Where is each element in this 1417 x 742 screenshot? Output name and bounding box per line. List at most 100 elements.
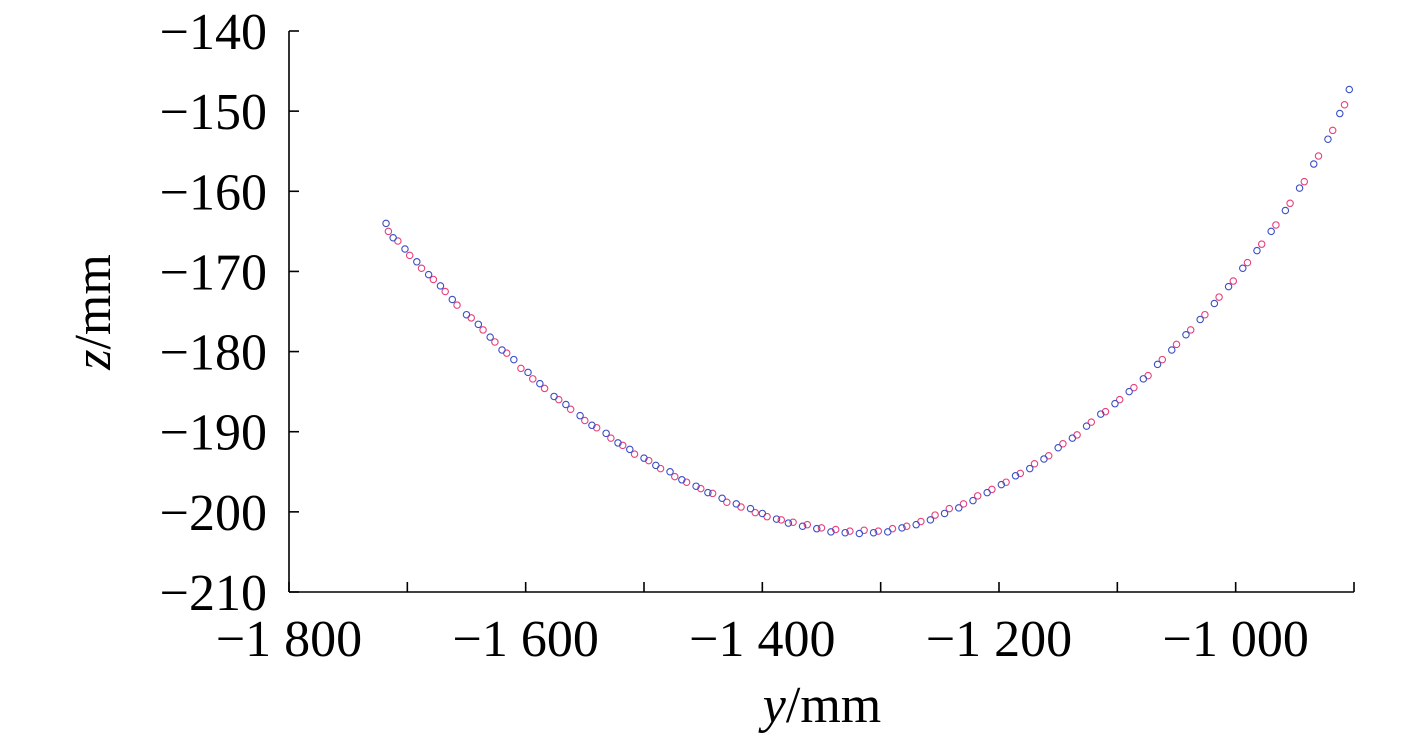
data-point [498, 346, 506, 354]
data-point [1172, 340, 1181, 349]
data-point [666, 468, 674, 476]
data-point [678, 476, 686, 484]
data-point [1336, 109, 1344, 118]
y-tick-label: −170 [160, 244, 267, 301]
data-point [640, 454, 648, 462]
data-point [803, 520, 812, 529]
data-point [652, 461, 660, 470]
y-tick-label: −150 [160, 84, 267, 141]
data-point [1097, 410, 1105, 418]
data-point [1087, 418, 1096, 426]
y-tick-label: −190 [160, 405, 267, 462]
data-point [692, 482, 700, 490]
y-axis-label-var: z [65, 350, 122, 371]
data-point [1026, 464, 1034, 473]
data-point [1182, 330, 1190, 339]
data-point [1229, 277, 1238, 285]
data-point [898, 524, 906, 532]
data-point [912, 520, 920, 529]
y-axis-label-unit: /mm [65, 254, 122, 349]
data-point [1310, 160, 1318, 168]
data-point [671, 472, 679, 481]
data-point [798, 522, 807, 531]
data-point [1210, 299, 1219, 308]
data-point [718, 494, 726, 502]
data-point [1324, 135, 1332, 143]
data-point [855, 529, 864, 538]
data-point [517, 364, 525, 373]
data-point [997, 480, 1006, 489]
data-point [751, 508, 759, 517]
data-point [1125, 387, 1133, 396]
x-axis-label-unit: /mm [786, 677, 881, 734]
data-point [846, 527, 854, 535]
data-point [708, 489, 717, 498]
data-point [1011, 472, 1020, 480]
data-point [1215, 293, 1223, 301]
x-tick-label: −1 400 [689, 611, 835, 668]
y-axis-label: z/mm [65, 254, 122, 371]
data-point [1328, 126, 1337, 135]
data-point [389, 234, 397, 242]
data-point [1253, 246, 1261, 255]
data-point [1224, 282, 1233, 291]
data-point [869, 528, 878, 537]
data-point [479, 326, 487, 334]
data-point [789, 518, 797, 527]
data-point [1281, 206, 1290, 215]
data-point [429, 275, 438, 284]
data-point [1030, 460, 1039, 468]
data-point [630, 450, 639, 458]
data-point [1239, 264, 1247, 272]
data-point [973, 492, 982, 500]
series-layer [382, 85, 1354, 538]
data-point [704, 488, 712, 497]
data-point [524, 368, 532, 377]
y-ticks: −140 −150 −160 −170 −180 −190 −200 −210 [160, 4, 299, 622]
data-point [723, 498, 731, 506]
data-point [1139, 375, 1148, 383]
data-point [1186, 326, 1195, 334]
data-point [1111, 399, 1119, 408]
plot-axes [288, 31, 1354, 593]
y-tick-label: −200 [160, 485, 267, 542]
data-point [1196, 315, 1204, 324]
data-point [1295, 184, 1304, 192]
data-point [1082, 422, 1091, 430]
data-point [784, 519, 793, 527]
data-point [510, 355, 518, 364]
data-point [732, 500, 741, 508]
data-point [607, 434, 615, 442]
data-point [1257, 240, 1266, 248]
series-2 [382, 85, 1354, 538]
data-point [1040, 455, 1048, 463]
data-point [955, 504, 963, 512]
data-point [827, 528, 835, 536]
data-point [405, 251, 414, 260]
data-point [884, 528, 892, 536]
data-point [931, 511, 939, 519]
data-point [441, 287, 449, 296]
data-point [969, 496, 977, 505]
data-point [382, 219, 390, 228]
data-point [1314, 152, 1323, 160]
data-point [536, 379, 544, 388]
data-point [453, 301, 461, 309]
data-point [1286, 199, 1294, 208]
data-point [588, 421, 596, 430]
data-point [614, 439, 622, 447]
x-tick-label: −1 600 [453, 611, 599, 668]
x-tick-label: −1 800 [216, 611, 362, 668]
data-point [746, 504, 755, 513]
data-point [424, 270, 433, 279]
data-point [1054, 443, 1062, 452]
data-point [529, 375, 537, 383]
y-tick-label: −180 [160, 325, 267, 382]
data-point [1130, 383, 1138, 392]
data-point [758, 509, 767, 518]
data-point [1345, 85, 1354, 94]
data-point [926, 516, 935, 524]
y-tick-label: −140 [160, 4, 267, 61]
data-point [1272, 221, 1280, 229]
